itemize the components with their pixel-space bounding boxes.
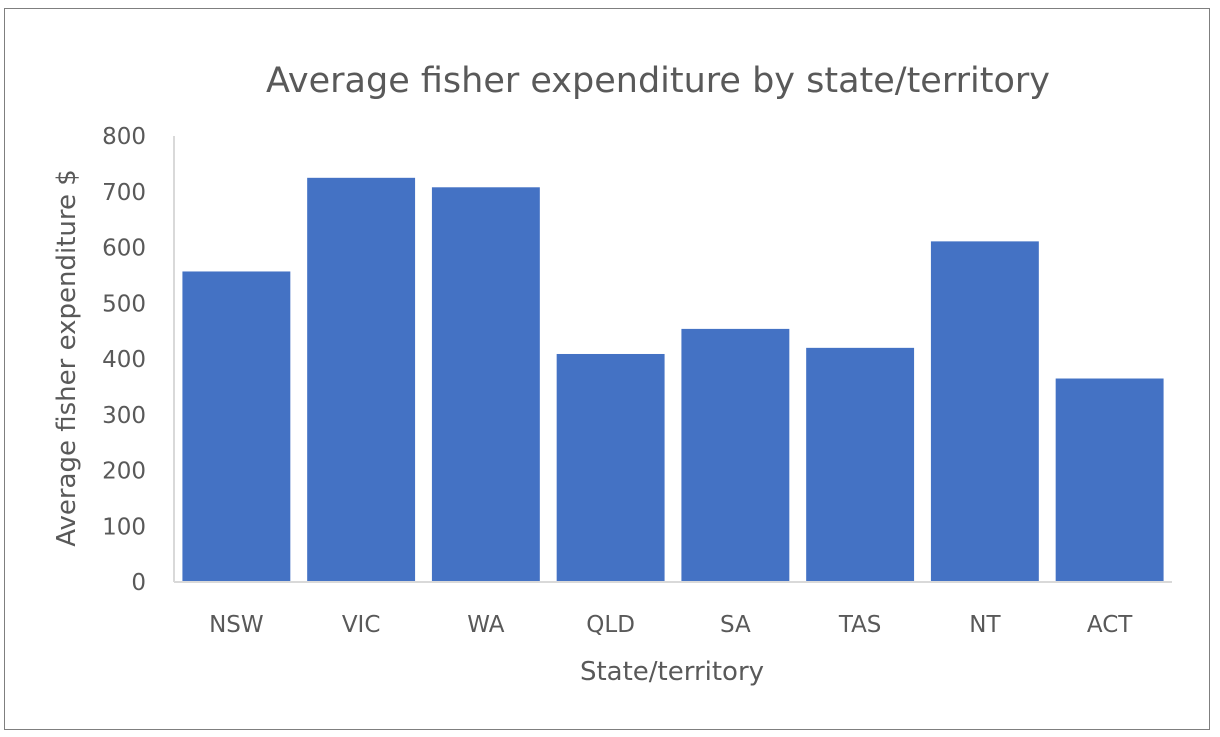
x-tick-label-qld: QLD — [586, 612, 635, 638]
y-axis-title: Average fisher expenditure $ — [52, 169, 82, 547]
y-tick-label: 300 — [102, 403, 146, 429]
y-tick-label: 600 — [102, 236, 146, 262]
y-tick-label: 500 — [102, 291, 146, 317]
y-tick-label: 800 — [102, 124, 146, 150]
y-axis: 0 100 200 300 400 500 600 700 800 — [102, 124, 175, 596]
bar-wa — [431, 187, 540, 583]
y-tick-label: 100 — [102, 514, 146, 540]
bar-nt — [930, 241, 1039, 582]
x-axis-title: State/territory — [580, 657, 764, 687]
x-tick-label-nsw: NSW — [209, 612, 264, 638]
y-tick-label: 400 — [102, 347, 146, 373]
bar-act — [1055, 378, 1164, 582]
y-tick-label: 200 — [102, 459, 146, 485]
x-axis: NSW VIC WA QLD SA TAS NT ACT — [174, 581, 1172, 638]
bar-vic — [307, 177, 416, 582]
x-tick-label-vic: VIC — [342, 612, 381, 638]
x-tick-label-wa: WA — [467, 612, 504, 638]
bar-nsw — [182, 271, 291, 582]
bar-tas — [806, 347, 915, 582]
bar-sa — [681, 328, 790, 582]
bar-qld — [556, 353, 665, 582]
x-tick-label-tas: TAS — [838, 612, 882, 638]
x-tick-label-sa: SA — [720, 612, 751, 638]
x-tick-label-act: ACT — [1087, 612, 1133, 638]
chart-title: Average fisher expenditure by state/terr… — [266, 61, 1050, 101]
y-tick-label: 700 — [102, 180, 146, 206]
bars-group — [182, 177, 1164, 583]
x-tick-label-nt: NT — [969, 612, 1001, 638]
y-tick-label: 0 — [131, 570, 146, 596]
